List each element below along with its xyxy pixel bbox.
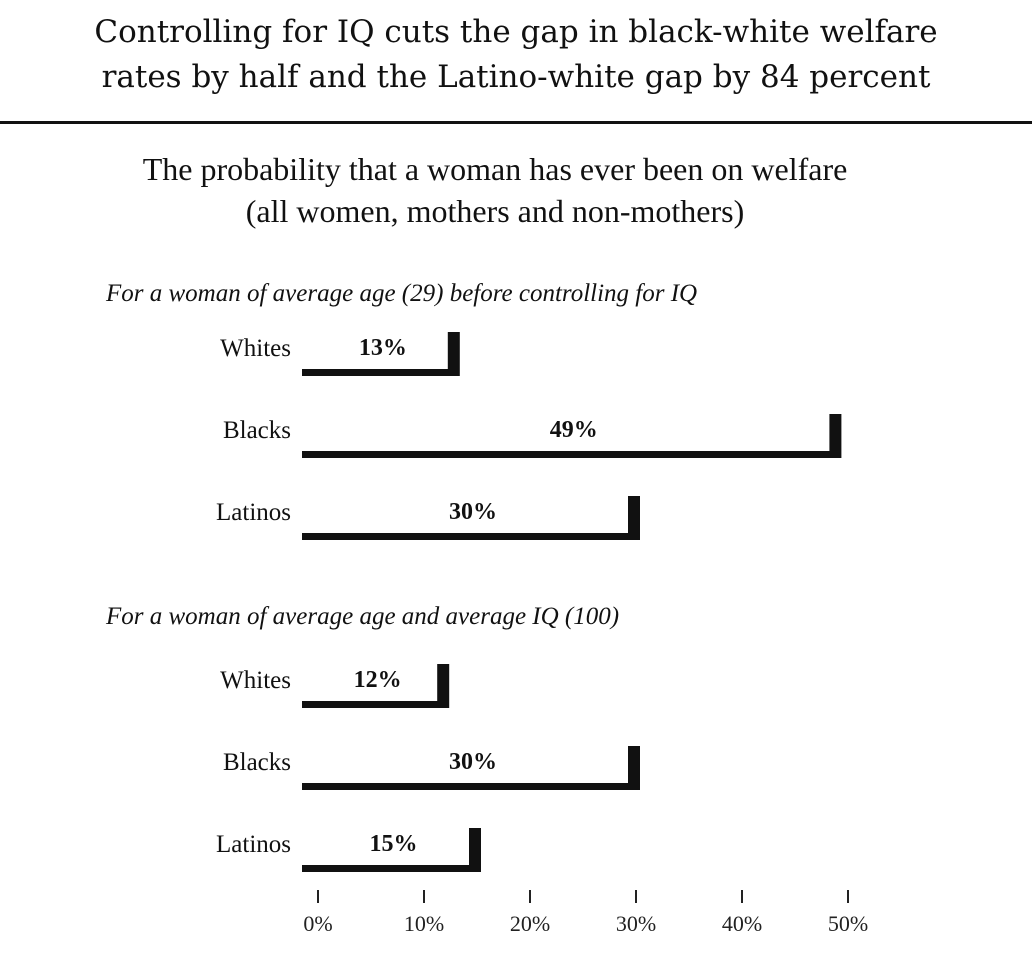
bar-face xyxy=(300,830,469,865)
bar-face xyxy=(300,666,438,701)
bar-shadow xyxy=(302,828,481,872)
x-tick-label-30: 30% xyxy=(616,911,656,936)
chart-title-line-1: Controlling for IQ cuts the gap in black… xyxy=(94,14,938,50)
bar-shadow xyxy=(302,664,450,708)
category-label-latinos-panel-2: Latinos xyxy=(216,831,291,858)
chart-subtitle: The probability that a woman has ever be… xyxy=(0,148,990,232)
bar-face xyxy=(300,498,628,533)
panel-title-1: For a woman of average age (29) before c… xyxy=(105,280,697,307)
bar-whites-panel-1 xyxy=(300,332,460,376)
chart-subtitle-line-1: The probability that a woman has ever be… xyxy=(142,151,848,187)
bar-face xyxy=(300,748,628,783)
category-label-whites-panel-2: Whites xyxy=(220,667,291,694)
x-tick-label-0: 0% xyxy=(303,911,332,936)
value-label-whites-panel-1: 13% xyxy=(359,335,407,361)
panel-title-2: For a woman of average age and average I… xyxy=(105,603,619,630)
bar-latinos-panel-2 xyxy=(300,828,481,872)
x-tick-label-50: 50% xyxy=(828,911,868,936)
bar-blacks-panel-1 xyxy=(300,414,842,458)
chart-title: Controlling for IQ cuts the gap in black… xyxy=(0,10,1032,100)
value-label-latinos-panel-2: 15% xyxy=(370,831,418,857)
value-label-blacks-panel-2: 30% xyxy=(449,749,497,775)
bar-blacks-panel-2 xyxy=(300,746,640,790)
bar-shadow xyxy=(302,414,842,458)
chart-title-line-2: rates by half and the Latino-white gap b… xyxy=(101,59,931,95)
bar-latinos-panel-1 xyxy=(300,496,640,540)
bar-face xyxy=(300,416,830,451)
category-label-latinos-panel-1: Latinos xyxy=(216,499,291,526)
value-label-latinos-panel-1: 30% xyxy=(449,499,497,525)
category-label-blacks-panel-2: Blacks xyxy=(223,749,291,776)
chart-subtitle-line-2: (all women, mothers and non-mothers) xyxy=(245,193,745,229)
bar-face xyxy=(300,334,448,369)
value-label-blacks-panel-1: 49% xyxy=(550,417,598,443)
bar-whites-panel-2 xyxy=(300,664,450,708)
bar-shadow xyxy=(302,332,460,376)
x-tick-label-20: 20% xyxy=(510,911,550,936)
bar-shadow xyxy=(302,746,640,790)
category-label-blacks-panel-1: Blacks xyxy=(223,417,291,444)
x-tick-label-10: 10% xyxy=(404,911,444,936)
category-label-whites-panel-1: Whites xyxy=(220,335,291,362)
title-divider xyxy=(0,121,1032,124)
x-tick-label-40: 40% xyxy=(722,911,762,936)
bar-shadow xyxy=(302,496,640,540)
value-label-whites-panel-2: 12% xyxy=(354,667,402,693)
